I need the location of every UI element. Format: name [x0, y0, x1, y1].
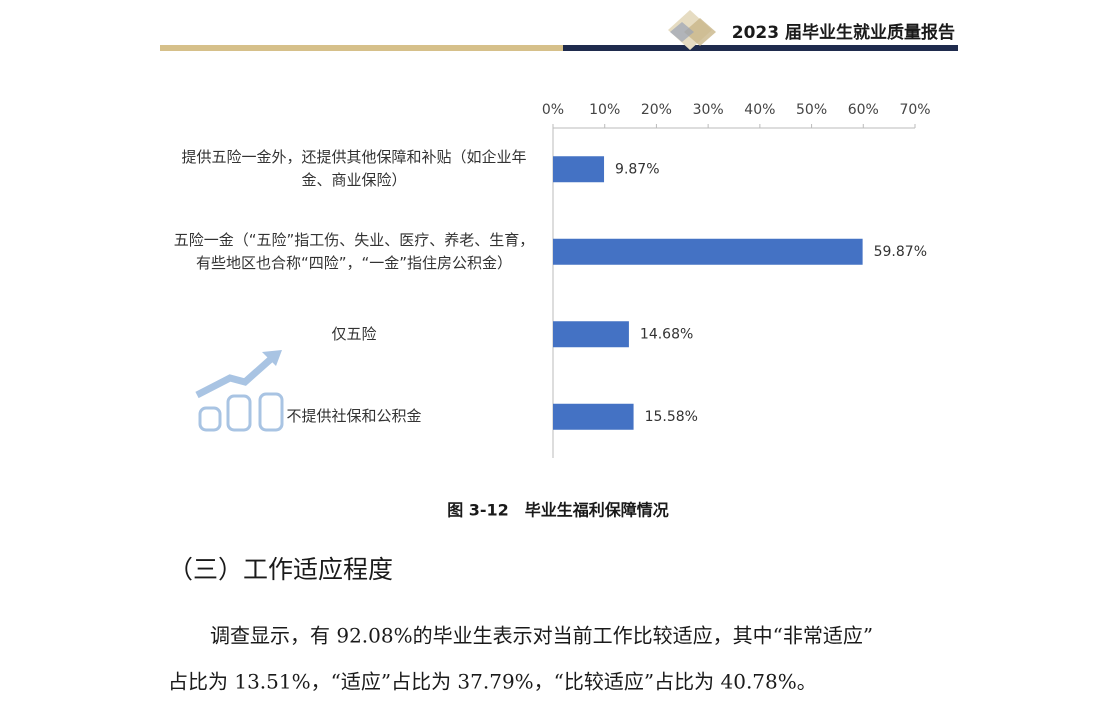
- decor-icon: [195, 350, 284, 432]
- paragraph-line: 占比为 13.51%，“适应”占比为 37.79%，“比较适应”占比为 40.7…: [168, 670, 817, 694]
- header-rule-navy: [563, 45, 958, 51]
- value-label: 9.87%: [615, 161, 659, 177]
- header-title: 2023 届毕业生就业质量报告: [732, 22, 955, 43]
- x-tick-label: 0%: [542, 102, 564, 118]
- x-tick-label: 10%: [589, 102, 620, 118]
- bar: [553, 321, 629, 348]
- figure-caption: 图 3-12 毕业生福利保障情况: [447, 501, 669, 520]
- paragraph-line: 调查显示，有 92.08%的毕业生表示对当前工作比较适应，其中“非常适应”: [210, 624, 873, 648]
- value-label: 59.87%: [874, 244, 927, 260]
- value-label: 15.58%: [645, 409, 698, 425]
- bar: [553, 238, 863, 265]
- x-tick-label: 60%: [848, 102, 879, 118]
- bar: [553, 156, 605, 183]
- value-label: 14.68%: [640, 326, 693, 342]
- bar: [553, 403, 634, 430]
- y-tick-label: 提供五险一金外，还提供其他保障和补贴（如企业年金、商业保险）: [181, 148, 527, 190]
- y-tick-label: 五险一金（“五险”指工伤、失业、医疗、养老、生育，有些地区也合称“四险”，“一金…: [173, 230, 535, 272]
- header-rule-gold: [160, 45, 563, 51]
- x-tick-label: 20%: [641, 102, 672, 118]
- y-tick-label: 仅五险: [331, 324, 377, 343]
- x-tick-label: 40%: [744, 102, 775, 118]
- x-tick-label: 30%: [693, 102, 724, 118]
- x-tick-label: 50%: [796, 102, 827, 118]
- section-heading: （三）工作适应程度: [168, 555, 393, 584]
- y-tick-label: 不提供社保和公积金: [286, 407, 422, 426]
- x-tick-label: 70%: [899, 102, 930, 118]
- logo: [668, 10, 716, 50]
